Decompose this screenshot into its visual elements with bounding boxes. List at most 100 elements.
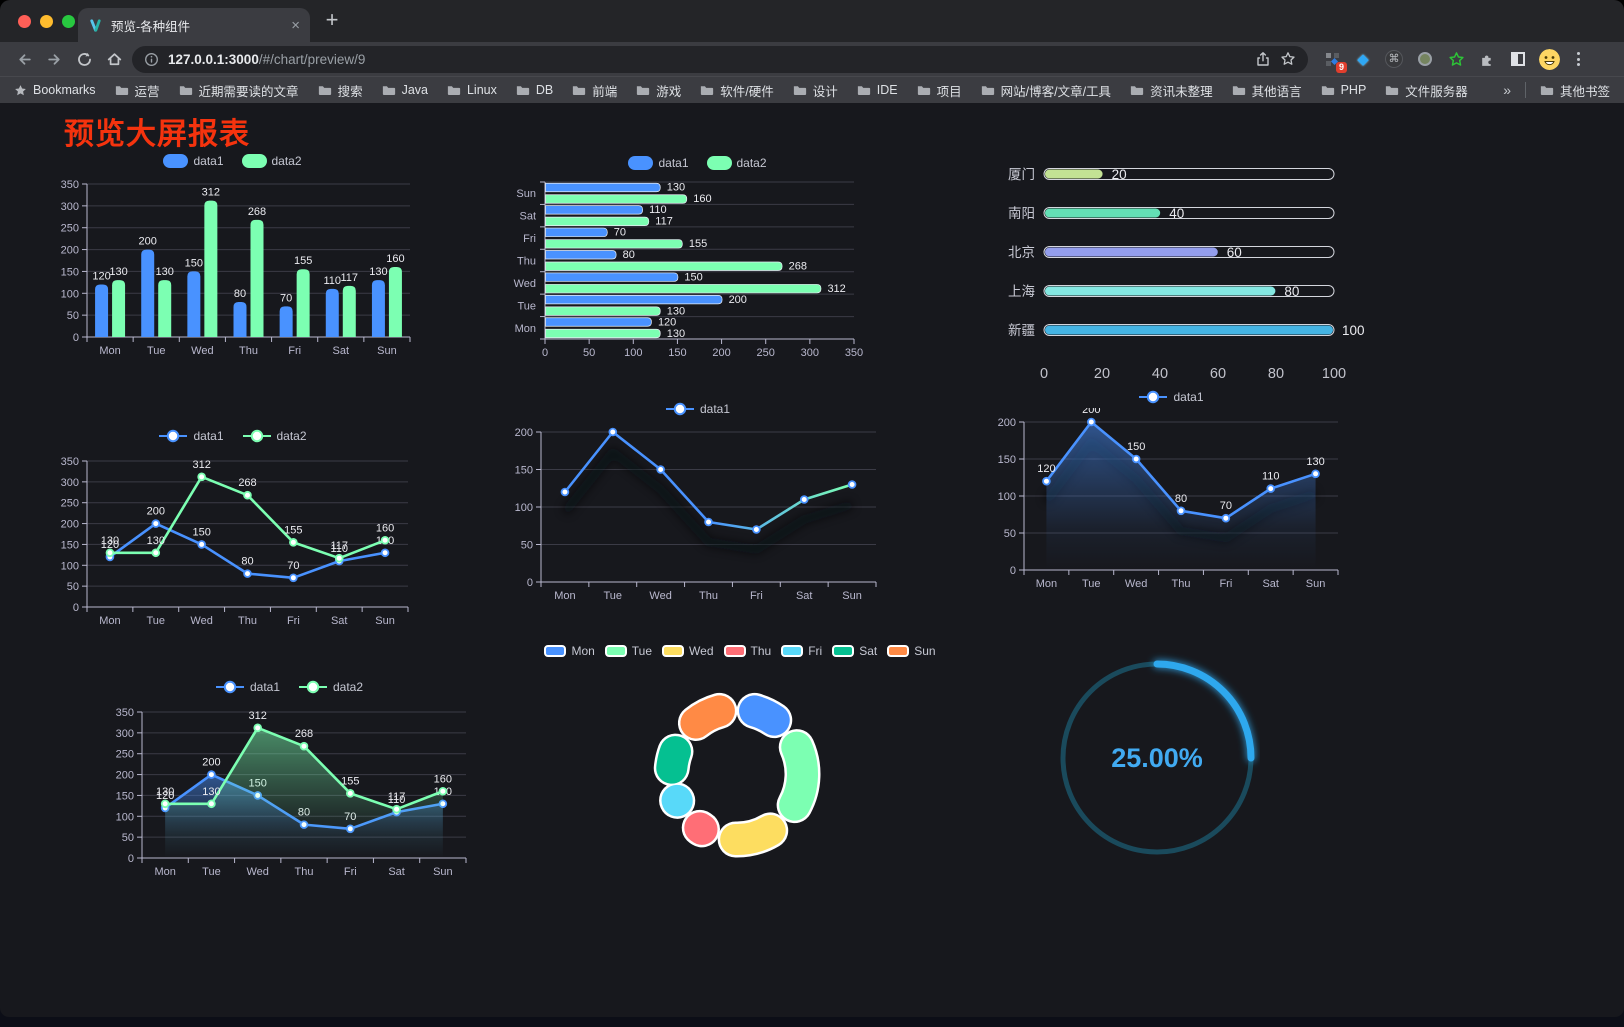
svg-text:312: 312 xyxy=(202,187,220,199)
legend-item-Thu[interactable]: Thu xyxy=(723,644,771,658)
svg-text:130: 130 xyxy=(369,266,387,278)
legend-item-data2[interactable]: data2 xyxy=(242,429,307,443)
reload-icon xyxy=(77,52,91,66)
legend-item-data1[interactable]: data1 xyxy=(215,680,280,694)
window-close-button[interactable] xyxy=(18,15,31,28)
bookmark-folder-游戏[interactable]: 游戏 xyxy=(636,81,681,100)
home-button[interactable] xyxy=(102,47,126,71)
window-zoom-button[interactable] xyxy=(62,15,75,28)
url-bar[interactable]: 127.0.0.1:3000/#/chart/preview/9 xyxy=(132,45,1308,73)
legend-item-data2[interactable]: data2 xyxy=(241,154,302,168)
legend-item-data1[interactable]: data1 xyxy=(628,156,689,170)
chart-canvas-area-line: 0 50 100 150 200 Mon Tue Wed Thu Fri Sat Sun 120 200 1… xyxy=(998,408,1339,590)
svg-text:80: 80 xyxy=(1284,284,1299,299)
svg-text:50: 50 xyxy=(521,540,533,552)
command-extension-icon[interactable]: ⌘ xyxy=(1384,49,1404,69)
url-text[interactable]: 127.0.0.1:3000/#/chart/preview/9 xyxy=(168,52,1246,67)
svg-text:80: 80 xyxy=(623,249,635,261)
svg-text:155: 155 xyxy=(284,524,302,536)
legend-item-data1[interactable]: data1 xyxy=(158,429,224,443)
bookmark-star-icon[interactable] xyxy=(1280,51,1296,67)
svg-text:上海: 上海 xyxy=(1008,284,1035,299)
svg-text:200: 200 xyxy=(61,245,79,257)
bookmark-folder-搜索[interactable]: 搜索 xyxy=(318,81,363,100)
titlebar: 预览-各种组件 × + xyxy=(0,0,1624,42)
legend-item-Sun[interactable]: Sun xyxy=(887,644,936,658)
browser-menu-icon[interactable] xyxy=(1571,52,1586,66)
legend-item-data1[interactable]: data1 xyxy=(163,154,224,168)
bookmarks-overflow-chevron[interactable]: » xyxy=(1503,82,1511,98)
home-icon xyxy=(107,52,121,65)
svg-text:100: 100 xyxy=(116,811,134,823)
folder-icon xyxy=(1321,86,1334,95)
bookmark-folder-网站/博客/文章/工具[interactable]: 网站/博客/文章/工具 xyxy=(981,81,1111,100)
folder-icon xyxy=(1130,86,1144,95)
chart-canvas-grouped-horizontal-bar: 0 50 100 150 200 250 300 350Mon120130Tue200130W… xyxy=(514,181,863,359)
page-title: 预览大屏报表 xyxy=(64,118,250,151)
legend-item-data2[interactable]: data2 xyxy=(298,680,363,694)
bookmark-folder-PHP[interactable]: PHP xyxy=(1321,83,1366,97)
bookmark-folder-DB[interactable]: DB xyxy=(516,83,553,97)
svg-text:南阳: 南阳 xyxy=(1008,206,1035,221)
svg-text:Sat: Sat xyxy=(331,615,348,627)
other-bookmarks-folder[interactable]: 其他书签 xyxy=(1540,81,1610,100)
bookmark-folder-软件/硬件[interactable]: 软件/硬件 xyxy=(700,81,774,100)
svg-text:70: 70 xyxy=(280,292,292,304)
legend-item-data1[interactable]: data1 xyxy=(1138,390,1204,404)
bookmarks-bar: Bookmarks 运营 近期需要读的文章 搜索 Java Linux DB 前端 游戏 软件/… xyxy=(0,76,1624,103)
svg-text:60: 60 xyxy=(1210,366,1226,382)
svg-text:312: 312 xyxy=(249,710,267,722)
chart-gauge-progress: 25.00% xyxy=(1054,652,1260,864)
legend-item-Fri[interactable]: Fri xyxy=(781,644,822,658)
legend-item-Mon[interactable]: Mon xyxy=(544,644,595,658)
bookmark-folder-前端[interactable]: 前端 xyxy=(572,81,617,100)
bookmark-folder-近期需要读的文章[interactable]: 近期需要读的文章 xyxy=(179,81,299,100)
svg-text:150: 150 xyxy=(61,539,79,551)
bookmark-folder-运营[interactable]: 运营 xyxy=(115,81,160,100)
url-path: /#/chart/preview/9 xyxy=(258,51,366,67)
extensions-puzzle-icon[interactable] xyxy=(1477,49,1497,69)
gem-extension-icon[interactable]: ◆ xyxy=(1357,51,1369,68)
bookmark-folder-其他语言[interactable]: 其他语言 xyxy=(1232,81,1302,100)
back-icon xyxy=(18,53,31,65)
svg-text:Mon: Mon xyxy=(515,323,536,335)
back-button[interactable] xyxy=(12,47,36,71)
folder-icon xyxy=(179,86,192,95)
tab-manager-extension-icon[interactable]: 9 xyxy=(1322,49,1347,73)
legend-item-data1[interactable]: data1 xyxy=(665,402,730,416)
profile-avatar[interactable] xyxy=(1539,48,1560,70)
bookmark-folder-设计[interactable]: 设计 xyxy=(793,81,838,100)
legend-item-Tue[interactable]: Tue xyxy=(604,644,652,658)
bookmark-folder-IDE[interactable]: IDE xyxy=(857,83,898,97)
dashboard-panel xyxy=(0,103,1624,1017)
svg-text:350: 350 xyxy=(61,456,79,468)
tab-close-icon[interactable]: × xyxy=(291,16,300,34)
chart-canvas-donut-pie xyxy=(653,692,821,858)
star-extension-icon[interactable] xyxy=(1446,49,1466,69)
svg-text:Sun: Sun xyxy=(377,345,397,357)
legend-item-Sat[interactable]: Sat xyxy=(832,644,877,658)
chart-donut-pie: Mon Tue Wed Thu Fri Sat Sun xyxy=(544,640,936,884)
new-tab-button[interactable]: + xyxy=(325,7,339,32)
bookmark-folder-项目[interactable]: 项目 xyxy=(917,81,962,100)
svg-text:100: 100 xyxy=(624,347,642,359)
bookmark-item-bookmarks[interactable]: Bookmarks xyxy=(14,83,96,97)
forward-button[interactable] xyxy=(42,47,66,71)
folder-icon xyxy=(573,86,586,95)
page-info-icon[interactable] xyxy=(144,52,159,67)
bookmark-folder-Linux[interactable]: Linux xyxy=(447,83,497,97)
legend-item-data2[interactable]: data2 xyxy=(706,156,767,170)
reload-button[interactable] xyxy=(72,47,96,71)
recorder-extension-icon[interactable] xyxy=(1415,49,1435,69)
chart-canvas-gauge-progress: 25.00% xyxy=(1060,660,1255,855)
window-minimize-button[interactable] xyxy=(40,15,53,28)
share-icon[interactable] xyxy=(1255,51,1271,67)
legend-item-Wed[interactable]: Wed xyxy=(662,644,714,658)
browser-tab[interactable]: 预览-各种组件 × xyxy=(78,8,310,42)
bookmark-folder-Java[interactable]: Java xyxy=(382,83,428,97)
bookmark-folder-资讯未整理[interactable]: 资讯未整理 xyxy=(1130,81,1213,100)
svg-text:100: 100 xyxy=(61,560,79,572)
bookmark-folder-文件服务器[interactable]: 文件服务器 xyxy=(1385,81,1468,100)
split-view-icon[interactable] xyxy=(1508,49,1528,69)
